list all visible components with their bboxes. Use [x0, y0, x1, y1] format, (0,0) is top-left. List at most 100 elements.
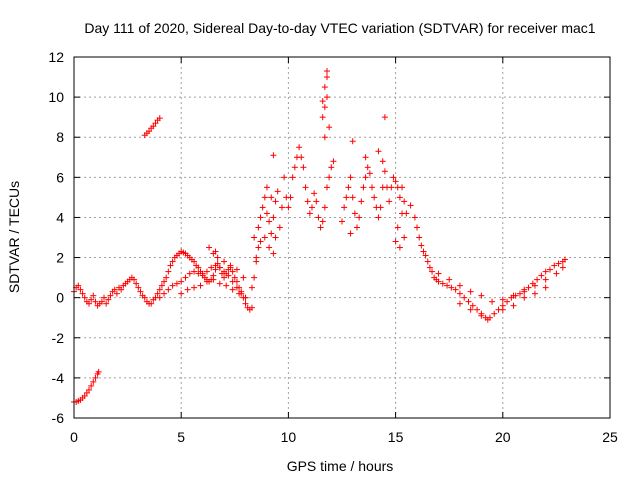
plot-frame: [73, 56, 611, 419]
data-point: [92, 374, 99, 381]
data-point: [212, 262, 219, 269]
data-point: [381, 114, 388, 121]
data-point: [233, 284, 240, 291]
data-point: [251, 274, 258, 281]
data-point: [300, 164, 307, 171]
data-point: [227, 262, 234, 269]
data-point: [203, 268, 210, 275]
data-point: [319, 218, 326, 225]
data-point: [469, 302, 476, 309]
data-point: [156, 115, 163, 122]
data-point: [456, 290, 463, 297]
data-point: [521, 294, 528, 301]
y-tick-label: 6: [56, 169, 64, 185]
data-point: [478, 292, 485, 299]
data-point: [103, 300, 110, 307]
data-point: [255, 244, 262, 251]
data-point: [83, 389, 90, 396]
data-point: [420, 248, 427, 255]
data-point: [79, 290, 86, 297]
data-point: [285, 204, 292, 211]
data-point: [399, 184, 406, 191]
data-point: [191, 284, 198, 291]
data-point: [191, 258, 198, 265]
data-point: [90, 378, 97, 385]
data-point: [156, 294, 163, 301]
data-point: [195, 264, 202, 271]
data-point: [510, 302, 517, 309]
data-point: [323, 94, 330, 101]
data-point: [444, 282, 451, 289]
data-point: [345, 184, 352, 191]
data-point: [418, 242, 425, 249]
data-point: [313, 198, 320, 205]
data-point: [465, 298, 472, 305]
data-point: [392, 238, 399, 245]
data-point: [133, 280, 140, 287]
data-point: [272, 198, 279, 205]
data-point: [195, 270, 202, 277]
data-point: [306, 210, 313, 217]
data-point: [379, 158, 386, 165]
data-point: [538, 272, 545, 279]
data-point: [261, 234, 268, 241]
data-point: [542, 276, 549, 283]
data-point: [302, 184, 309, 191]
data-point: [266, 218, 273, 225]
data-point: [546, 266, 553, 273]
data-point: [233, 266, 240, 273]
data-point: [319, 114, 326, 121]
data-point: [304, 198, 311, 205]
data-point: [289, 174, 296, 181]
data-point: [137, 288, 144, 295]
data-point: [156, 286, 163, 293]
data-point: [328, 164, 335, 171]
data-point: [491, 310, 498, 317]
data-point: [356, 214, 363, 221]
data-point: [186, 270, 193, 277]
data-point: [375, 148, 382, 155]
data-point: [248, 284, 255, 291]
data-point: [435, 270, 442, 277]
data-point: [525, 284, 532, 291]
data-point: [107, 292, 114, 299]
data-point: [521, 288, 528, 295]
data-point: [392, 178, 399, 185]
data-point: [362, 154, 369, 161]
data-point: [401, 198, 408, 205]
data-point: [474, 306, 481, 313]
data-point: [225, 272, 232, 279]
data-point: [478, 312, 485, 319]
data-point: [319, 98, 326, 105]
data-point: [429, 268, 436, 275]
data-point: [86, 386, 93, 393]
data-point: [274, 188, 281, 195]
data-point: [92, 298, 99, 305]
data-point: [360, 184, 367, 191]
data-point: [542, 284, 549, 291]
data-point: [210, 276, 217, 283]
data-point: [173, 280, 180, 287]
data-point: [349, 138, 356, 145]
data-point: [169, 258, 176, 265]
y-tick-label: 0: [56, 290, 64, 306]
data-point: [377, 204, 384, 211]
data-point: [165, 268, 172, 275]
x-tick-label: 15: [388, 429, 404, 445]
data-point: [534, 276, 541, 283]
data-point: [366, 170, 373, 177]
data-point: [388, 184, 395, 191]
data-point: [272, 234, 279, 241]
data-point: [231, 274, 238, 281]
data-point: [199, 272, 206, 279]
data-point: [148, 300, 155, 307]
y-tick-label: 4: [56, 209, 64, 225]
data-point: [422, 252, 429, 259]
data-point: [178, 290, 185, 297]
data-point: [369, 184, 376, 191]
data-point: [169, 282, 176, 289]
data-point: [146, 128, 153, 135]
data-point: [248, 304, 255, 311]
data-point: [411, 214, 418, 221]
data-point: [321, 134, 328, 141]
